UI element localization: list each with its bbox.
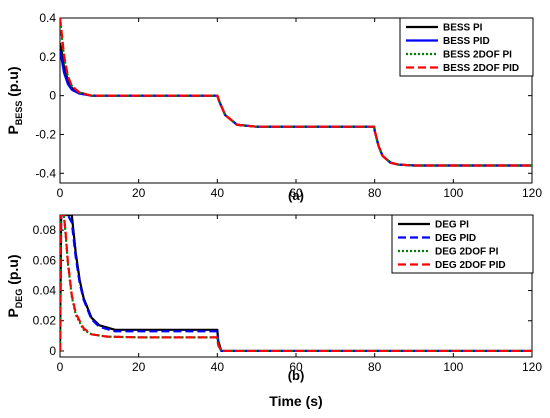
legend-entry-1: DEG PI — [435, 220, 469, 231]
y-tick-label: 0.08 — [33, 223, 57, 237]
y-axis-label-unit: (p.u) — [5, 66, 21, 100]
series-line-4 — [60, 18, 532, 167]
series-group — [60, 215, 532, 353]
chart-panel-2: 0 20 40 60 80 100 120 0.08 0.06 0.04 0.02 0 PDEG (p.… — [5, 214, 542, 409]
y-tick-label: 0.2 — [39, 50, 56, 64]
y-axis-label-sub: DEG — [14, 289, 24, 309]
legend-entry-1: BESS PI — [443, 23, 483, 34]
x-tick-label: 0 — [57, 360, 64, 374]
y-axis-label-unit: (p.u) — [5, 254, 21, 288]
x-tick-label: 20 — [132, 186, 146, 200]
x-axis-label: Time (s) — [269, 393, 322, 409]
legend-entry-3: DEG 2DOF PI — [435, 247, 499, 258]
y-tick-label: 0.4 — [39, 11, 56, 25]
legend: BESS PI BESS PID BESS 2DOF PI BESS 2DOF PID — [399, 17, 534, 77]
panel-label: (a) — [288, 188, 304, 203]
series-line-1 — [60, 215, 532, 353]
series-group — [60, 18, 532, 167]
x-tick-label: 100 — [443, 360, 463, 374]
y-axis-label: PDEG (p.u) — [5, 254, 24, 317]
x-tick-label: 100 — [443, 186, 463, 200]
x-tick-label: 120 — [522, 360, 542, 374]
x-tick-label: 20 — [132, 360, 146, 374]
x-tick-label: 0 — [57, 186, 64, 200]
legend-entry-4: DEG 2DOF PID — [435, 260, 506, 271]
y-tick-label: -0.4 — [35, 166, 56, 180]
y-tick-label: 0.04 — [33, 284, 57, 298]
y-tick-label: 0 — [49, 344, 56, 358]
y-axis-label-main: P — [5, 308, 21, 317]
y-tick-label: 0.06 — [33, 253, 57, 267]
y-axis-label-main: P — [5, 125, 21, 134]
panel-label: (b) — [288, 368, 305, 383]
legend-entry-4: BESS 2DOF PID — [443, 63, 519, 74]
chart-panel-1: 0 20 40 60 80 100 120 0.4 0.2 0 -0.2 -0.4 PBESS (p.u… — [5, 11, 542, 203]
y-tick-label: 0 — [49, 89, 56, 103]
x-tick-label: 80 — [368, 186, 382, 200]
x-tick-label: 60 — [289, 186, 303, 200]
y-axis-label: PBESS (p.u) — [5, 66, 24, 134]
legend-entry-3: BESS 2DOF PI — [443, 50, 512, 61]
x-tick-label: 80 — [368, 360, 382, 374]
x-tick-label: 40 — [211, 186, 225, 200]
x-tick-label: 40 — [211, 360, 225, 374]
legend-entry-2: DEG PID — [435, 233, 476, 244]
y-tick-label: 0.02 — [33, 314, 57, 328]
y-tick-label: -0.2 — [35, 127, 56, 141]
legend-entry-2: BESS PID — [443, 36, 490, 47]
x-tick-label: 120 — [522, 186, 542, 200]
legend: DEG PI DEG PID DEG 2DOF PI DEG 2DOF PID — [391, 214, 534, 274]
x-tick-label: 60 — [289, 360, 303, 374]
y-axis-label-sub: BESS — [14, 101, 24, 126]
series-line-4 — [60, 215, 532, 353]
